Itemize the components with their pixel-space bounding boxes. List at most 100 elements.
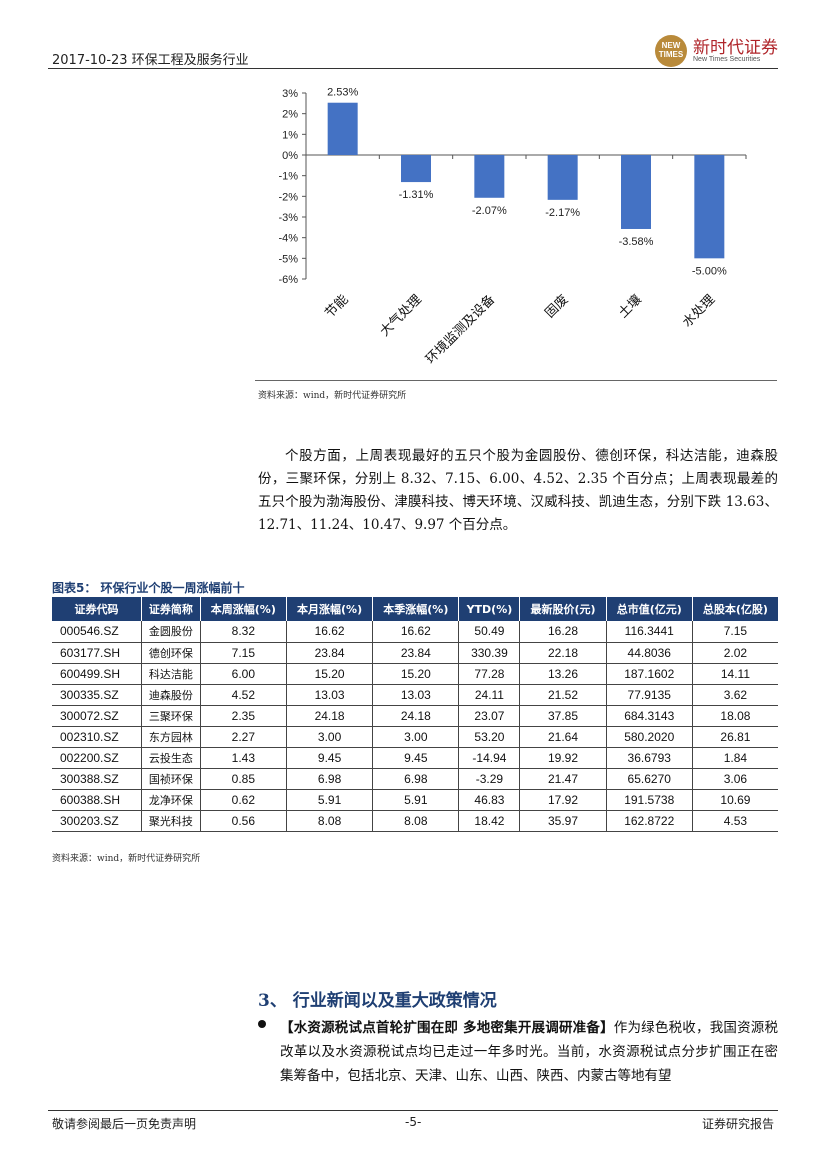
table-cell: 9.45 <box>286 747 374 769</box>
stock-name-cell: 国祯环保 <box>141 768 201 790</box>
table-cell: 21.47 <box>519 768 607 790</box>
category-label: 环境监测及设备 <box>422 292 498 368</box>
table-cell: 7.15 <box>200 642 287 664</box>
table-cell: 16.62 <box>286 621 374 643</box>
table-cell: 17.92 <box>519 789 607 811</box>
table-cell: 18.42 <box>458 810 521 832</box>
table-cell: 2.27 <box>200 726 287 748</box>
table-cell: 50.49 <box>458 621 521 643</box>
table-cell: 18.08 <box>692 705 778 727</box>
table-row: 000546.SZ 金圆股份 8.32 16.62 16.62 50.49 16.28 116… <box>52 621 778 643</box>
stock-name-cell: 龙净环保 <box>141 789 201 811</box>
table-cell: 9.45 <box>372 747 460 769</box>
table-cell: 36.6793 <box>606 747 693 769</box>
news-item: 【水资源税试点首轮扩围在即 多地密集开展调研准备】作为绿色税收，我国资源税改革以… <box>280 1016 778 1088</box>
stock-code-cell: 600499.SH <box>52 663 142 685</box>
table-row: 002310.SZ 东方园林 2.27 3.00 3.00 53.20 21.64 580.2… <box>52 726 778 748</box>
stock-code-cell: 300388.SZ <box>52 768 142 790</box>
logo-en-text: New Times Securities <box>693 56 761 63</box>
table-cell: 37.85 <box>519 705 607 727</box>
table-cell: 187.1602 <box>606 663 693 685</box>
table-row: 300203.SZ 聚光科技 0.56 8.08 8.08 18.42 35.97 162.8… <box>52 810 778 832</box>
table-cell: 22.18 <box>519 642 607 664</box>
table-cell: 4.52 <box>200 684 287 706</box>
column-header: 总市值(亿元) <box>606 597 693 621</box>
data-label: 2.53% <box>327 87 358 99</box>
table-cell: 14.11 <box>692 663 778 685</box>
chart-source-divider <box>255 380 777 381</box>
table-cell: 65.6270 <box>606 768 693 790</box>
section-title: 3、 行业新闻以及重大政策情况 <box>258 991 497 1011</box>
table-row: 600499.SH 科达洁能 6.00 15.20 15.20 77.28 13.26 187… <box>52 663 778 685</box>
stock-code-cell: 300203.SZ <box>52 810 142 832</box>
table-cell: 16.62 <box>372 621 460 643</box>
table-row: 603177.SH 德创环保 7.15 23.84 23.84 330.39 22.18 44… <box>52 642 778 664</box>
page-number: -5- <box>405 1115 422 1129</box>
table-cell: 23.84 <box>372 642 460 664</box>
stock-code-cell: 300072.SZ <box>52 705 142 727</box>
y-tick-label: 1% <box>282 129 298 141</box>
table-cell: 6.98 <box>372 768 460 790</box>
table-row: 300388.SZ 国祯环保 0.85 6.98 6.98 -3.29 21.47 65.62… <box>52 768 778 790</box>
table-cell: 0.56 <box>200 810 287 832</box>
table-cell: 330.39 <box>458 642 521 664</box>
stock-name-cell: 科达洁能 <box>141 663 201 685</box>
column-header: 最新股价(元) <box>519 597 607 621</box>
table-row: 002200.SZ 云投生态 1.43 9.45 9.45 -14.94 19.92 36.6… <box>52 747 778 769</box>
table-cell: 2.02 <box>692 642 778 664</box>
category-label: 土壤 <box>615 292 645 322</box>
stock-name-cell: 德创环保 <box>141 642 201 664</box>
column-header: 本月涨幅(%) <box>286 597 374 621</box>
table-cell: 3.06 <box>692 768 778 790</box>
data-label: -2.07% <box>472 205 507 217</box>
stock-code-cell: 600388.SH <box>52 789 142 811</box>
table-cell: 23.84 <box>286 642 374 664</box>
column-header: 本周涨幅(%) <box>200 597 287 621</box>
table-cell: 4.53 <box>692 810 778 832</box>
table-cell: 8.08 <box>372 810 460 832</box>
bar <box>621 155 651 229</box>
y-tick-label: -4% <box>278 233 298 245</box>
table-cell: 1.43 <box>200 747 287 769</box>
column-header: 总股本(亿股) <box>692 597 778 621</box>
data-label: -3.58% <box>619 236 654 248</box>
table-row: 600388.SH 龙净环保 0.62 5.91 5.91 46.83 17.92 191.5… <box>52 789 778 811</box>
table-cell: 8.32 <box>200 621 287 643</box>
stock-name-cell: 三聚环保 <box>141 705 201 727</box>
stock-code-cell: 002310.SZ <box>52 726 142 748</box>
table-cell: 46.83 <box>458 789 521 811</box>
table-cell: 5.91 <box>372 789 460 811</box>
table-cell: 13.26 <box>519 663 607 685</box>
table-cell: 19.92 <box>519 747 607 769</box>
table-cell: 26.81 <box>692 726 778 748</box>
y-tick-label: -6% <box>278 274 298 286</box>
table-cell: 7.15 <box>692 621 778 643</box>
y-tick-label: -5% <box>278 253 298 265</box>
stock-code-cell: 000546.SZ <box>52 621 142 643</box>
header-date-title: 2017-10-23 环保工程及服务行业 <box>52 53 249 68</box>
stock-name-cell: 云投生态 <box>141 747 201 769</box>
table-cell: 580.2020 <box>606 726 693 748</box>
table-cell: 13.03 <box>372 684 460 706</box>
footer-divider <box>48 1110 778 1111</box>
table-cell: 3.62 <box>692 684 778 706</box>
table-cell: -3.29 <box>458 768 521 790</box>
stock-code-cell: 300335.SZ <box>52 684 142 706</box>
stock-name-cell: 金圆股份 <box>141 621 201 643</box>
table-row: 300335.SZ 迪森股份 4.52 13.03 13.03 24.11 21.52 77.… <box>52 684 778 706</box>
table-cell: 16.28 <box>519 621 607 643</box>
table-cell: 24.18 <box>286 705 374 727</box>
news-body: 作为绿色税收，我国资源税改革以及水资源税试点均已走过一年多时光。当前，水资源税试… <box>280 1020 779 1084</box>
column-header: 证券简称 <box>141 597 201 621</box>
bar <box>694 155 725 259</box>
table-cell: 6.00 <box>200 663 287 685</box>
table-cell: 44.8036 <box>606 642 693 664</box>
table-title: 图表5： 环保行业个股一周涨幅前十 <box>52 581 245 595</box>
table-cell: 15.20 <box>372 663 460 685</box>
data-label: -1.31% <box>399 189 434 201</box>
logo-cn-text: 新时代证券 <box>693 38 778 58</box>
sector-return-bar-chart: 3% 2% 1% 0% -1% -2% -3% -4% -5% -6% 2.53% 节能 -1.31% 大… <box>278 87 747 368</box>
bar <box>547 155 578 200</box>
news-headline: 【水资源税试点首轮扩围在即 多地密集开展调研准备】 <box>280 1020 614 1036</box>
stock-summary-paragraph: 个股方面，上周表现最好的五只个股为金圆股份、德创环保，科达洁能，迪森股份，三聚环… <box>258 448 778 533</box>
